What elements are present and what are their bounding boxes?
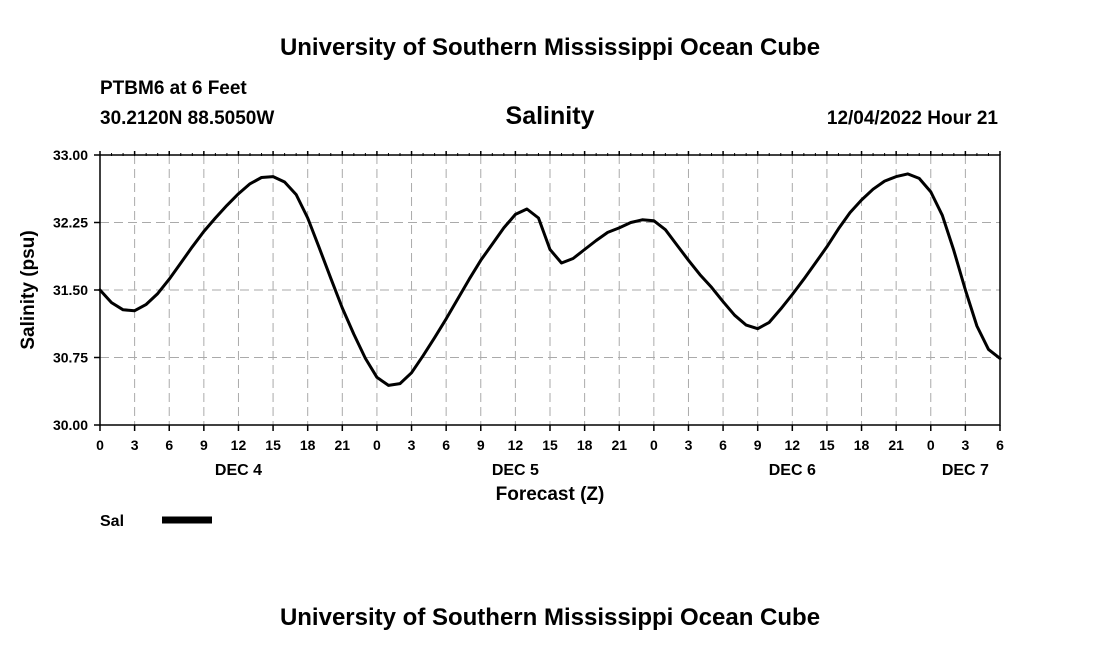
x-tick-label: 0	[373, 437, 381, 453]
x-tick-label: 21	[611, 437, 627, 453]
x-tick-label: 12	[231, 437, 247, 453]
x-tick-label: 18	[577, 437, 593, 453]
legend-label: Sal	[100, 513, 124, 530]
x-axis-ticks: 0 3 6 9 12 15 18 21 0 3 6 9 12 15 18 21 0 3 6 9 12 15 18 21 0 3 6	[96, 151, 1004, 453]
station-label: PTBM6 at 6 Feet	[100, 78, 247, 99]
x-tick-label: 18	[300, 437, 316, 453]
y-tick-label: 31.50	[53, 282, 88, 298]
x-tick-label: 9	[200, 437, 208, 453]
x-tick-label: 3	[685, 437, 693, 453]
x-tick-label: 0	[927, 437, 935, 453]
x-axis-label: Forecast (Z)	[496, 484, 605, 505]
x-tick-label: 6	[996, 437, 1004, 453]
x-tick-label: 9	[477, 437, 485, 453]
x-tick-label: 18	[854, 437, 870, 453]
day-label: DEC 7	[942, 462, 989, 479]
x-tick-label: 15	[265, 437, 281, 453]
x-tick-label: 0	[96, 437, 104, 453]
y-tick-label: 33.00	[53, 147, 88, 163]
grid-lines	[100, 155, 1000, 425]
x-tick-label: 3	[961, 437, 969, 453]
day-label: DEC 4	[215, 462, 262, 479]
x-tick-label: 15	[542, 437, 558, 453]
x-tick-label: 12	[785, 437, 801, 453]
x-tick-label: 21	[888, 437, 904, 453]
x-tick-label: 15	[819, 437, 835, 453]
series-layer	[98, 172, 1002, 387]
x-tick-label: 6	[719, 437, 727, 453]
y-tick-label: 30.00	[53, 417, 88, 433]
day-label: DEC 6	[769, 462, 816, 479]
x-tick-label: 6	[165, 437, 173, 453]
footer-title: University of Southern Mississippi Ocean…	[280, 604, 820, 631]
legend: Sal	[100, 513, 212, 530]
x-tick-label: 0	[650, 437, 658, 453]
y-axis-label: Salinity (psu)	[18, 230, 39, 349]
y-tick-label: 30.75	[53, 350, 88, 366]
day-labels: DEC 4 DEC 5 DEC 6 DEC 7	[215, 462, 989, 479]
x-tick-label: 3	[131, 437, 139, 453]
day-label: DEC 5	[492, 462, 539, 479]
y-tick-label: 32.25	[53, 215, 88, 231]
x-tick-label: 3	[408, 437, 416, 453]
chart-title: Salinity	[506, 102, 595, 130]
x-tick-label: 6	[442, 437, 450, 453]
series-line-sal	[98, 172, 1002, 387]
chart-header-title: University of Southern Mississippi Ocean…	[280, 34, 820, 61]
x-tick-label: 12	[508, 437, 524, 453]
station-coordinates: 30.2120N 88.5050W	[100, 108, 274, 129]
x-tick-label: 21	[335, 437, 351, 453]
forecast-datetime: 12/04/2022 Hour 21	[827, 108, 999, 129]
y-axis-ticks: 30.00 30.75 31.50 32.25 33.00	[53, 147, 100, 433]
x-tick-label: 9	[754, 437, 762, 453]
